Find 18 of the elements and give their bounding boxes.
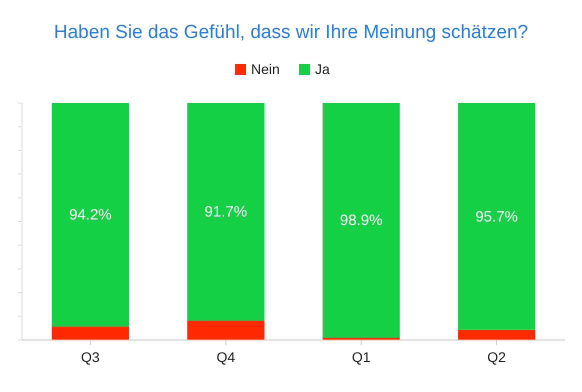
data-label: 94.2%	[69, 206, 112, 224]
bar	[187, 320, 264, 340]
data-label: 95.7%	[475, 208, 518, 226]
bar	[52, 326, 129, 340]
data-label: 98.9%	[340, 212, 382, 230]
bar	[458, 330, 536, 340]
x-tick-label: Q2	[487, 349, 506, 365]
x-tick-label: Q3	[81, 349, 100, 365]
chart-title: Haben Sie das Gefühl, dass wir Ihre Meinung schätzen?	[54, 22, 528, 43]
legend-label: Ja	[315, 61, 330, 77]
bar	[458, 103, 536, 330]
x-tick-label: Q1	[352, 349, 371, 365]
data-label: 91.7%	[204, 204, 248, 221]
legend-label: Nein	[251, 61, 280, 77]
bar	[322, 103, 400, 338]
x-tick-label: Q4	[216, 349, 236, 365]
bar	[52, 103, 129, 326]
bar	[187, 103, 264, 320]
